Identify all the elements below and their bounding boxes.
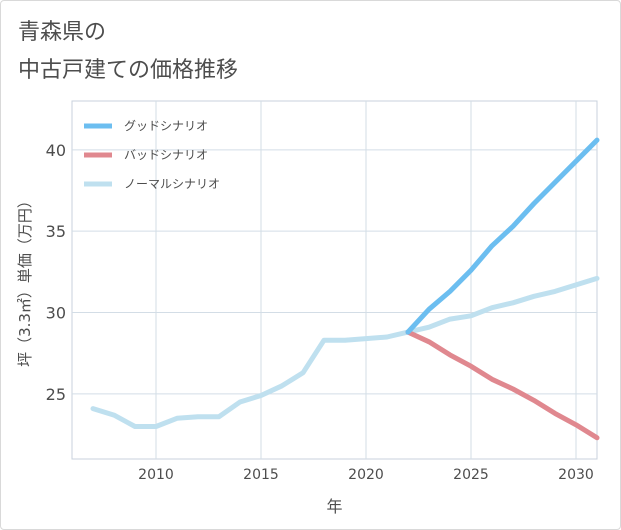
x-axis-label: 年	[326, 497, 342, 516]
series-line	[90, 275, 600, 429]
x-tick-label: 2030	[558, 467, 594, 483]
chart-title-line-1: 青森県の	[18, 20, 107, 45]
legend-label: バッドシナリオ	[124, 148, 208, 162]
x-tick-label: 2020	[348, 467, 384, 483]
y-tick-label: 30	[46, 304, 66, 323]
y-tick-label: 40	[46, 141, 66, 160]
legend-label: グッドシナリオ	[124, 119, 208, 133]
x-tick-label: 2010	[138, 467, 174, 483]
series-line	[405, 137, 600, 335]
legend-label: ノーマルシナリオ	[124, 177, 220, 191]
x-tick-label: 2015	[243, 467, 279, 483]
y-axis-label: 坪（3.3㎡）単価（万円）	[16, 193, 34, 367]
chart-title-line-2: 中古戸建ての価格推移	[18, 58, 239, 83]
x-tick-label: 2025	[453, 467, 489, 483]
y-tick-label: 35	[46, 222, 66, 241]
y-tick-label: 25	[46, 385, 66, 404]
series-line	[405, 329, 600, 441]
